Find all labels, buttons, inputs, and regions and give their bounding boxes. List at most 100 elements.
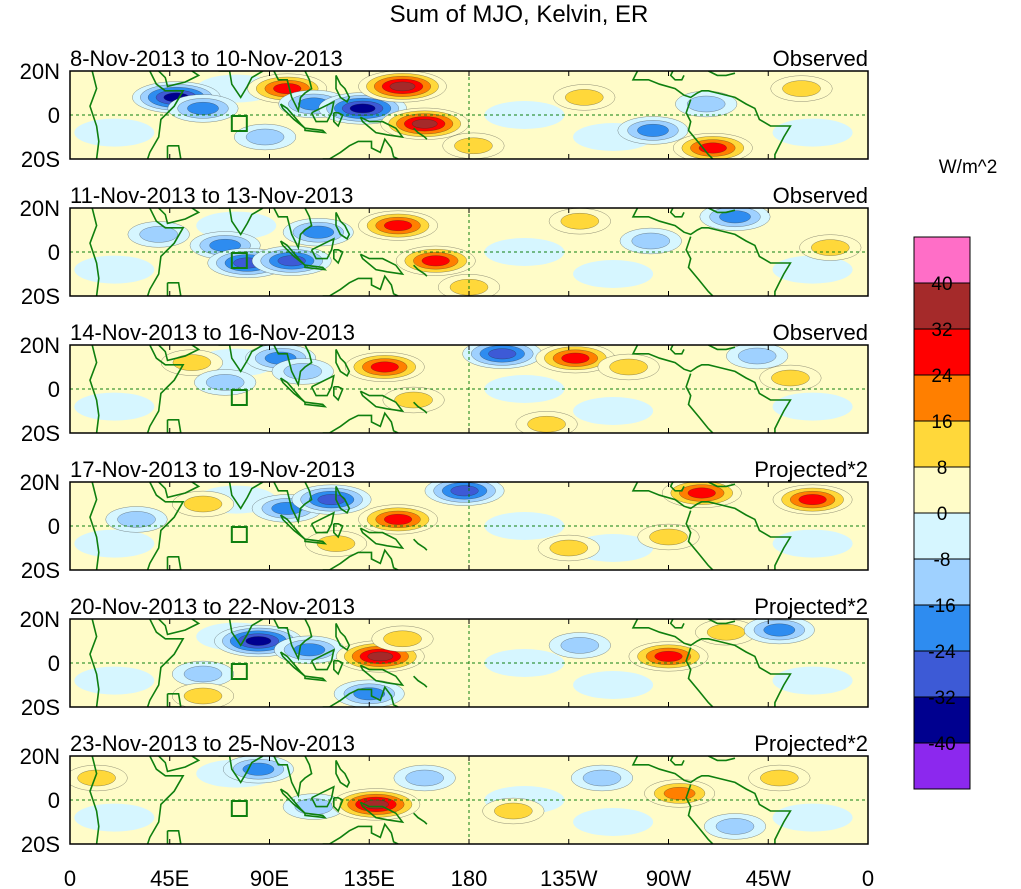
coastline [669,619,685,629]
coastline [359,116,405,139]
anomaly-blob [772,392,853,421]
coastline [708,71,736,77]
colorbar-label: 40 [931,274,952,295]
coastline [273,345,313,388]
anomaly-blob [715,818,755,835]
coastline [413,264,428,277]
anomaly-field [70,756,853,840]
anomaly-blob [349,103,376,114]
coastline [335,349,351,377]
panel-date-range: 17-Nov-2013 to 19-Nov-2013 [70,457,355,482]
y-tick-label: 0 [48,651,60,676]
colorbar-units: W/m^2 [939,157,998,178]
coastline [158,71,201,88]
colorbar-swatch [913,420,971,468]
coastline [310,237,335,260]
y-tick-label: 20S [21,832,60,857]
anomaly-blob [737,347,777,365]
coastline [332,659,344,676]
coastline [631,345,792,433]
colorbar: 40 32 24 16 8 0 -8 -16 -24 -32 -40 [913,236,971,790]
anomaly-blob [405,769,444,787]
x-tick-label: 0 [64,866,76,889]
panels: 8-Nov-2013 to 10-Nov-2013 Observed 20N 0 20S… [20,46,869,857]
y-tick-label: 20S [21,421,60,446]
coastline [273,482,313,525]
coastline [685,510,714,570]
anomaly-blob [573,671,654,699]
x-tick-label: 135E [344,866,395,889]
coastline [158,482,201,499]
coastline [335,623,351,651]
y-tick-label: 20N [20,196,60,221]
reference-box [230,800,248,817]
x-tick-label: 45W [746,866,791,889]
coastline [273,619,313,662]
y-tick-label: 0 [48,788,60,813]
coastlines [89,208,792,296]
anomaly-blob [631,232,671,250]
coastline [413,675,428,688]
anomaly-blob [527,415,566,433]
colorbar-label: 32 [931,320,952,341]
coastline [332,796,344,813]
coastline [304,538,328,545]
panel-date-range: 8-Nov-2013 to 10-Nov-2013 [70,46,343,71]
coastline [146,345,185,433]
anomaly-blob [654,650,683,662]
panel-label: Projected*2 [754,731,868,756]
anomaly-blob [484,375,565,403]
reference-box [230,115,248,132]
coastline [631,482,792,570]
anomaly-blob [565,89,604,106]
anomaly-blob [421,255,450,267]
anomaly-blob [389,81,416,92]
coastline [166,555,182,570]
anomaly-blob [183,687,223,705]
coastline [310,511,335,534]
coastline [158,619,201,636]
coastline [669,756,685,766]
anomaly-blob [484,238,565,266]
anomaly-blob [484,512,565,540]
coastline [359,801,405,824]
y-tick-label: 20S [21,695,60,720]
anomaly-blob [798,494,827,506]
anomaly-blob [573,808,654,836]
coastline [146,482,185,570]
colorbar-swatch [913,282,971,330]
anomaly-blob [649,528,688,546]
coastlines [89,482,792,570]
colorbar-label: 8 [937,458,948,479]
coastline [332,522,344,539]
coastline [310,648,335,671]
colorbar-label: 16 [931,412,952,433]
panel: 17-Nov-2013 to 19-Nov-2013 Projected*2 20N… [20,457,869,583]
coastline [166,829,182,844]
coastline [146,756,185,844]
panel-label: Observed [773,320,868,345]
colorbar-label: -32 [928,688,955,709]
anomaly-blob [484,101,565,129]
colorbar-swatch [913,604,971,652]
y-tick-label: 20N [20,59,60,84]
anomaly-blob [183,495,223,513]
coastline [304,127,328,134]
panel: 14-Nov-2013 to 16-Nov-2013 Observed 20N 0 20… [20,320,869,446]
anomaly-blob [367,651,394,662]
anomaly-blob [394,391,433,409]
y-tick-label: 20N [20,470,60,495]
coastline [273,756,313,799]
anomaly-field [74,71,853,159]
coastline [359,664,405,687]
coastline [335,212,351,240]
colorbar-swatch [913,742,971,790]
y-tick-label: 0 [48,377,60,402]
panel-date-range: 20-Nov-2013 to 22-Nov-2013 [70,594,355,619]
coastline [166,145,182,159]
anomaly-blob [494,802,533,820]
coastline [335,486,351,514]
coastline [158,345,201,362]
coastline [335,75,351,103]
